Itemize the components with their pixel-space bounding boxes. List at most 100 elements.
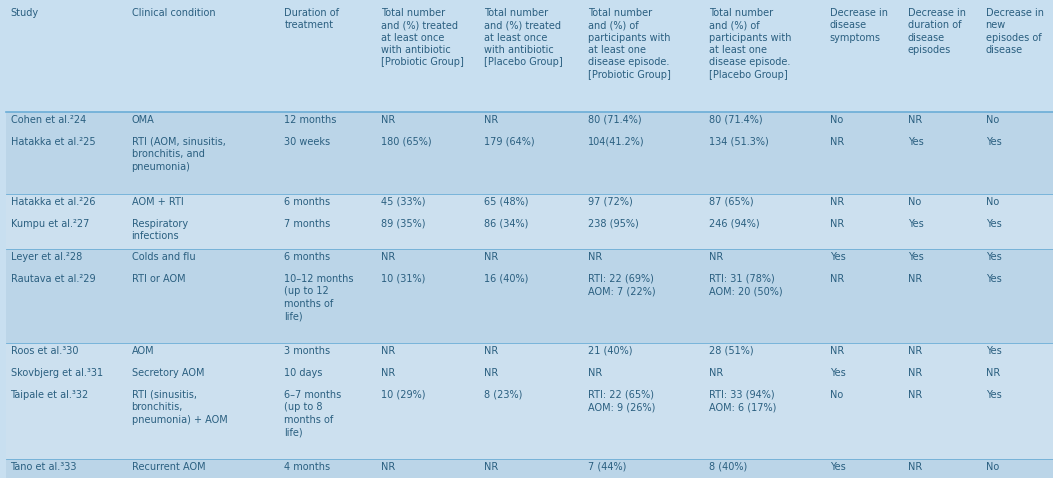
Text: 16 (40%): 16 (40%) (484, 274, 529, 284)
Text: RTI (AOM, sinusitis,
bronchitis, and
pneumonia): RTI (AOM, sinusitis, bronchitis, and pne… (132, 137, 225, 172)
Text: No: No (986, 197, 999, 207)
Text: NR: NR (908, 368, 922, 378)
Text: 104(41.2%): 104(41.2%) (588, 137, 644, 147)
Text: NR: NR (381, 252, 396, 262)
Bar (6, 134, 1053, 194)
Text: 12 months: 12 months (284, 115, 337, 125)
Text: 86 (34%): 86 (34%) (484, 219, 529, 229)
Text: Hatakka et al.²25: Hatakka et al.²25 (11, 137, 95, 147)
Text: Clinical condition: Clinical condition (132, 8, 215, 18)
Text: AOM + RTI: AOM + RTI (132, 197, 183, 207)
Text: 65 (48%): 65 (48%) (484, 197, 529, 207)
Text: NR: NR (830, 274, 845, 284)
Text: NR: NR (908, 115, 922, 125)
Text: 3 months: 3 months (284, 346, 331, 356)
Bar (6, 271, 1053, 343)
Text: NR: NR (484, 346, 499, 356)
Text: No: No (830, 390, 843, 400)
Text: RTI: 22 (69%)
AOM: 7 (22%): RTI: 22 (69%) AOM: 7 (22%) (588, 274, 655, 296)
Text: 180 (65%): 180 (65%) (381, 137, 432, 147)
Text: Yes: Yes (908, 219, 923, 229)
Text: NR: NR (381, 115, 396, 125)
Text: Total number
and (%) treated
at least once
with antibiotic
[Placebo Group]: Total number and (%) treated at least on… (484, 8, 563, 67)
Text: NR: NR (830, 197, 845, 207)
Text: NR: NR (830, 346, 845, 356)
Text: Secretory AOM: Secretory AOM (132, 368, 204, 378)
Text: AOM: AOM (132, 346, 154, 356)
Text: 89 (35%): 89 (35%) (381, 219, 425, 229)
Bar (6, 365, 1053, 387)
Text: Recurrent AOM: Recurrent AOM (132, 462, 205, 472)
Text: 8 (40%): 8 (40%) (709, 462, 747, 472)
Text: RTI (sinusitis,
bronchitis,
pneumonia) + AOM: RTI (sinusitis, bronchitis, pneumonia) +… (132, 390, 227, 424)
Text: Skovbjerg et al.³31: Skovbjerg et al.³31 (11, 368, 102, 378)
Text: RTI or AOM: RTI or AOM (132, 274, 185, 284)
Text: 97 (72%): 97 (72%) (588, 197, 632, 207)
Text: Decrease in
disease
symptoms: Decrease in disease symptoms (830, 8, 888, 43)
Text: Rautava et al.²29: Rautava et al.²29 (11, 274, 95, 284)
Text: NR: NR (588, 252, 602, 262)
Text: 8 (23%): 8 (23%) (484, 390, 522, 400)
Text: RTI: 22 (65%)
AOM: 9 (26%): RTI: 22 (65%) AOM: 9 (26%) (588, 390, 655, 412)
Text: 6–7 months
(up to 8
months of
life): 6–7 months (up to 8 months of life) (284, 390, 341, 437)
Text: NR: NR (830, 219, 845, 229)
Text: Total number
and (%) treated
at least once
with antibiotic
[Probiotic Group]: Total number and (%) treated at least on… (381, 8, 464, 67)
Text: No: No (830, 115, 843, 125)
Text: No: No (986, 462, 999, 472)
Text: 246 (94%): 246 (94%) (709, 219, 759, 229)
Text: 21 (40%): 21 (40%) (588, 346, 632, 356)
Bar (6, 216, 1053, 249)
Text: 10 days: 10 days (284, 368, 322, 378)
Text: Roos et al.³30: Roos et al.³30 (11, 346, 78, 356)
Text: 10 (29%): 10 (29%) (381, 390, 425, 400)
Text: Yes: Yes (908, 137, 923, 147)
Text: Yes: Yes (986, 219, 1001, 229)
Text: 10–12 months
(up to 12
months of
life): 10–12 months (up to 12 months of life) (284, 274, 354, 321)
Text: 134 (51.3%): 134 (51.3%) (709, 137, 769, 147)
Text: Tano et al.³33: Tano et al.³33 (11, 462, 77, 472)
Text: 10 (31%): 10 (31%) (381, 274, 425, 284)
Bar (6, 387, 1053, 459)
Text: Duration of
treatment: Duration of treatment (284, 8, 339, 30)
Text: Kumpu et al.²27: Kumpu et al.²27 (11, 219, 88, 229)
Text: NR: NR (484, 115, 499, 125)
Text: Yes: Yes (986, 252, 1001, 262)
Text: Yes: Yes (986, 274, 1001, 284)
Text: 28 (51%): 28 (51%) (709, 346, 753, 356)
Text: NR: NR (709, 368, 723, 378)
Text: 6 months: 6 months (284, 197, 331, 207)
Text: NR: NR (484, 368, 499, 378)
Text: Respiratory
infections: Respiratory infections (132, 219, 187, 241)
Text: 238 (95%): 238 (95%) (588, 219, 638, 229)
Text: Colds and flu: Colds and flu (132, 252, 195, 262)
Text: NR: NR (484, 252, 499, 262)
Text: 179 (64%): 179 (64%) (484, 137, 535, 147)
Text: NR: NR (908, 274, 922, 284)
Text: No: No (986, 115, 999, 125)
Text: NR: NR (381, 368, 396, 378)
Bar (6, 194, 1053, 216)
Text: 80 (71.4%): 80 (71.4%) (588, 115, 641, 125)
Text: Cohen et al.²24: Cohen et al.²24 (11, 115, 85, 125)
Text: 87 (65%): 87 (65%) (709, 197, 753, 207)
Text: RTI: 31 (78%)
AOM: 20 (50%): RTI: 31 (78%) AOM: 20 (50%) (709, 274, 782, 296)
Text: Yes: Yes (986, 346, 1001, 356)
Text: NR: NR (381, 346, 396, 356)
Text: NR: NR (830, 137, 845, 147)
Text: Study: Study (11, 8, 39, 18)
Text: 7 months: 7 months (284, 219, 331, 229)
Text: 30 weeks: 30 weeks (284, 137, 331, 147)
Text: NR: NR (709, 252, 723, 262)
Bar (6, 112, 1053, 134)
Text: Taipale et al.³32: Taipale et al.³32 (11, 390, 88, 400)
Text: NR: NR (908, 462, 922, 472)
Text: 6 months: 6 months (284, 252, 331, 262)
Text: Total number
and (%) of
participants with
at least one
disease episode.
[Probiot: Total number and (%) of participants wit… (588, 8, 671, 80)
Text: Decrease in
new
episodes of
disease: Decrease in new episodes of disease (986, 8, 1044, 55)
Text: Hatakka et al.²26: Hatakka et al.²26 (11, 197, 95, 207)
Text: 80 (71.4%): 80 (71.4%) (709, 115, 762, 125)
Text: NR: NR (484, 462, 499, 472)
Text: Decrease in
duration of
disease
episodes: Decrease in duration of disease episodes (908, 8, 966, 55)
Text: NR: NR (986, 368, 1000, 378)
Text: Yes: Yes (830, 368, 846, 378)
